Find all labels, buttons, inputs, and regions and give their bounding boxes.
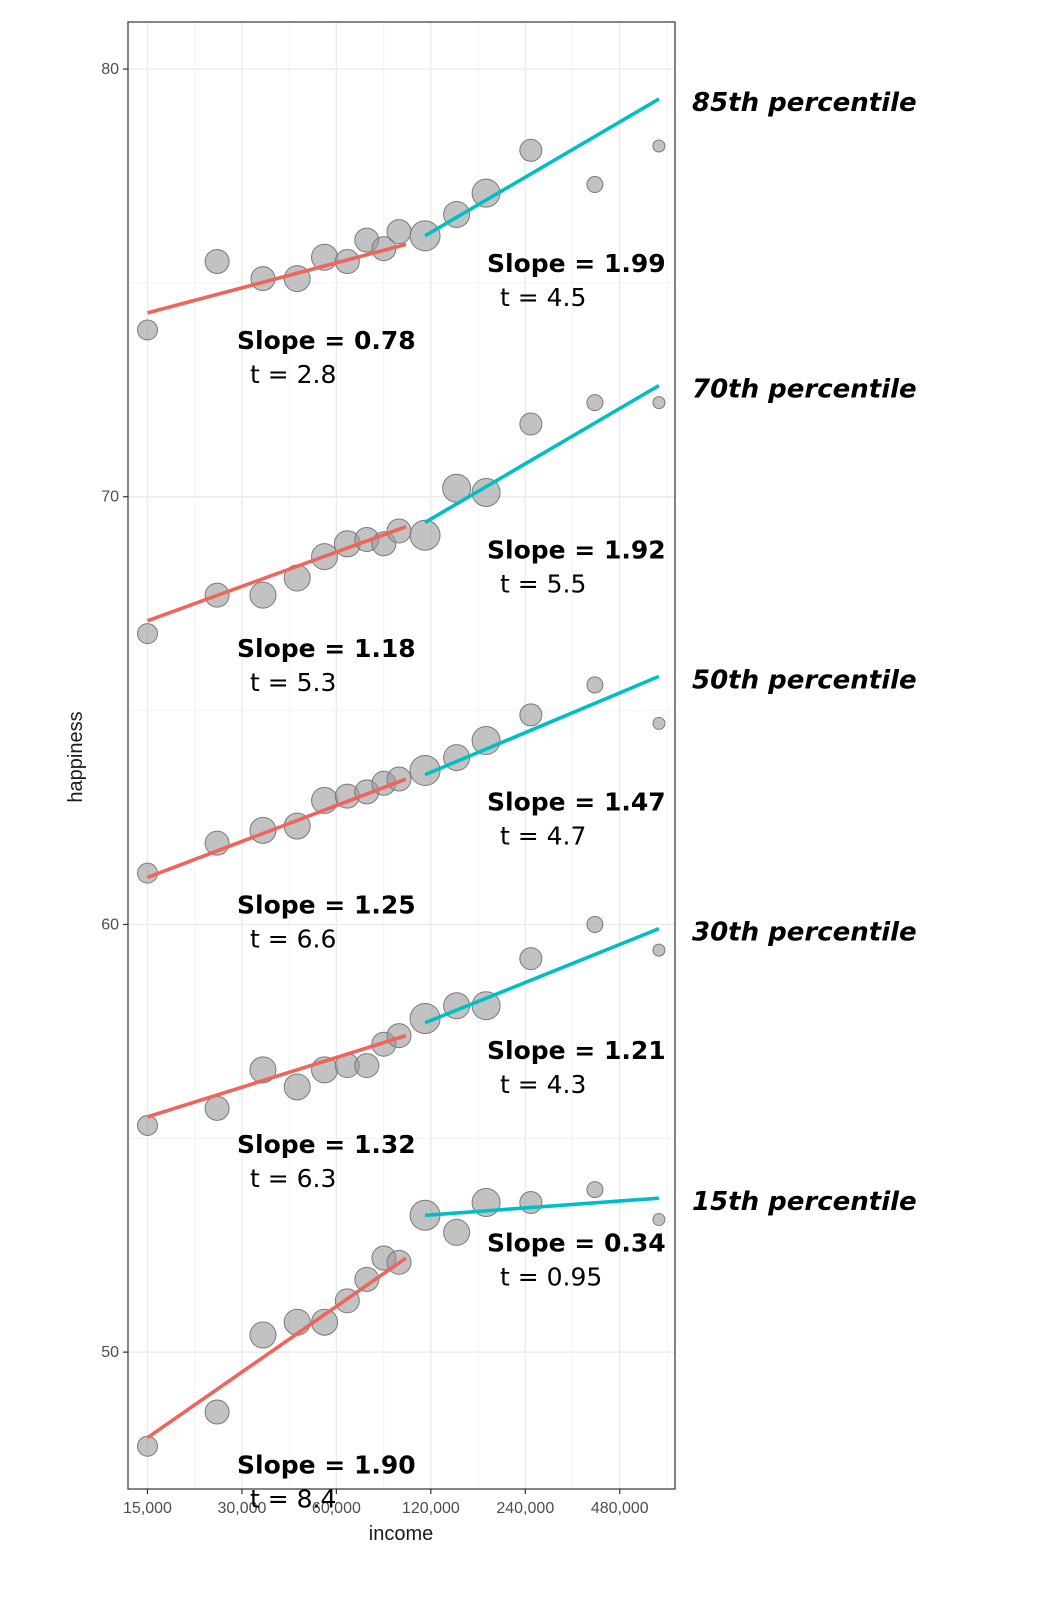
data-point <box>354 1053 380 1079</box>
high-slope-label: Slope = 0.34 <box>487 1228 666 1257</box>
low-slope-label: Slope = 1.25 <box>237 890 416 919</box>
annotations: Slope = 0.78 t = 2.8 Slope = 1.99 t = 4.5 85… <box>237 88 917 1514</box>
percentile-label: 85th percentile <box>692 88 917 118</box>
x-tick-label: 120,000 <box>402 1500 460 1517</box>
data-point <box>471 477 501 507</box>
high-slope-label: Slope = 1.92 <box>487 535 666 564</box>
high-income-fit-line <box>424 927 660 1025</box>
data-point <box>249 581 277 609</box>
data-point <box>204 1399 230 1425</box>
high-income-fit-line <box>424 383 660 524</box>
data-point <box>586 394 604 412</box>
x-tick-label: 240,000 <box>496 1500 554 1517</box>
high-t-label: t = 0.95 <box>500 1262 602 1291</box>
data-point <box>136 1435 158 1457</box>
data-point <box>136 319 158 341</box>
y-tick-label: 60 <box>101 916 119 933</box>
x-tick-label: 60,000 <box>312 1500 361 1517</box>
high-slope-label: Slope = 1.99 <box>487 249 666 278</box>
data-point <box>136 1114 158 1136</box>
data-point <box>409 519 441 551</box>
minor-gridlines <box>128 22 675 1489</box>
low-income-fit-line <box>147 242 407 315</box>
data-point <box>519 1190 543 1214</box>
plot-panel-border <box>127 21 676 1490</box>
high-income-fit-line <box>424 674 660 777</box>
data-point <box>386 219 412 245</box>
data-point <box>652 716 666 730</box>
high-income-fit-line <box>424 97 660 238</box>
percentile-label: 70th percentile <box>692 375 917 405</box>
percentile-label: 50th percentile <box>692 665 917 695</box>
data-point <box>249 1056 277 1084</box>
y-axis-title: happiness <box>65 711 87 802</box>
y-axis: 50 60 70 80 <box>101 61 128 1361</box>
data-point <box>586 676 604 694</box>
high-t-label: t = 5.5 <box>500 569 586 598</box>
low-income-fit-line <box>146 1256 408 1440</box>
data-point <box>409 754 441 786</box>
data-point <box>386 1023 412 1049</box>
data-point <box>519 703 543 727</box>
low-t-label: t = 8.4 <box>250 1485 336 1514</box>
data-point <box>443 1218 471 1246</box>
low-income-fit-line <box>146 1033 407 1119</box>
data-point <box>249 1321 277 1349</box>
low-slope-label: Slope = 1.90 <box>237 1451 416 1480</box>
data-point <box>519 138 543 162</box>
x-tick-label: 30,000 <box>217 1500 266 1517</box>
data-point <box>652 396 666 410</box>
x-tick-label: 15,000 <box>123 1500 172 1517</box>
data-point <box>519 412 543 436</box>
high-t-label: t = 4.3 <box>500 1070 586 1099</box>
low-t-label: t = 2.8 <box>250 360 336 389</box>
data-point <box>652 139 666 153</box>
data-point <box>586 915 604 933</box>
high-slope-label: Slope = 1.21 <box>487 1036 666 1065</box>
data-point <box>519 947 543 971</box>
major-gridlines <box>128 22 675 1489</box>
low-income-fit-line <box>146 777 407 880</box>
x-axis: 15,000 30,000 60,000 120,000 240,000 480,000 <box>123 1489 649 1517</box>
data-point <box>204 1095 230 1121</box>
percentile-label: 30th percentile <box>692 918 917 948</box>
high-t-label: t = 4.5 <box>500 283 586 312</box>
low-t-label: t = 6.3 <box>250 1164 336 1193</box>
fit-lines <box>146 97 660 1440</box>
high-t-label: t = 4.7 <box>500 822 586 851</box>
low-t-label: t = 6.6 <box>250 924 336 953</box>
data-point <box>283 1073 311 1101</box>
series-85th-percentile <box>136 138 666 341</box>
data-point <box>586 1181 604 1199</box>
y-tick-label: 70 <box>101 489 119 506</box>
y-tick-label: 50 <box>101 1344 119 1361</box>
data-point <box>354 1266 380 1292</box>
low-slope-label: Slope = 1.18 <box>237 634 416 663</box>
data-point <box>386 766 412 792</box>
percentile-label: 15th percentile <box>692 1187 917 1217</box>
data-point <box>652 943 666 957</box>
low-slope-label: Slope = 0.78 <box>237 326 416 355</box>
low-slope-label: Slope = 1.32 <box>237 1130 416 1159</box>
data-point <box>586 176 604 194</box>
data-point <box>204 249 230 275</box>
data-point <box>283 1308 311 1336</box>
low-t-label: t = 5.3 <box>250 668 336 697</box>
low-income-fit-line <box>146 524 407 623</box>
x-tick-label: 480,000 <box>591 1500 649 1517</box>
high-slope-label: Slope = 1.47 <box>487 788 666 817</box>
data-point <box>136 623 158 645</box>
data-point <box>652 1213 666 1227</box>
y-tick-label: 80 <box>101 61 119 78</box>
x-axis-title: income <box>369 1523 433 1545</box>
high-income-fit-line <box>424 1196 660 1218</box>
